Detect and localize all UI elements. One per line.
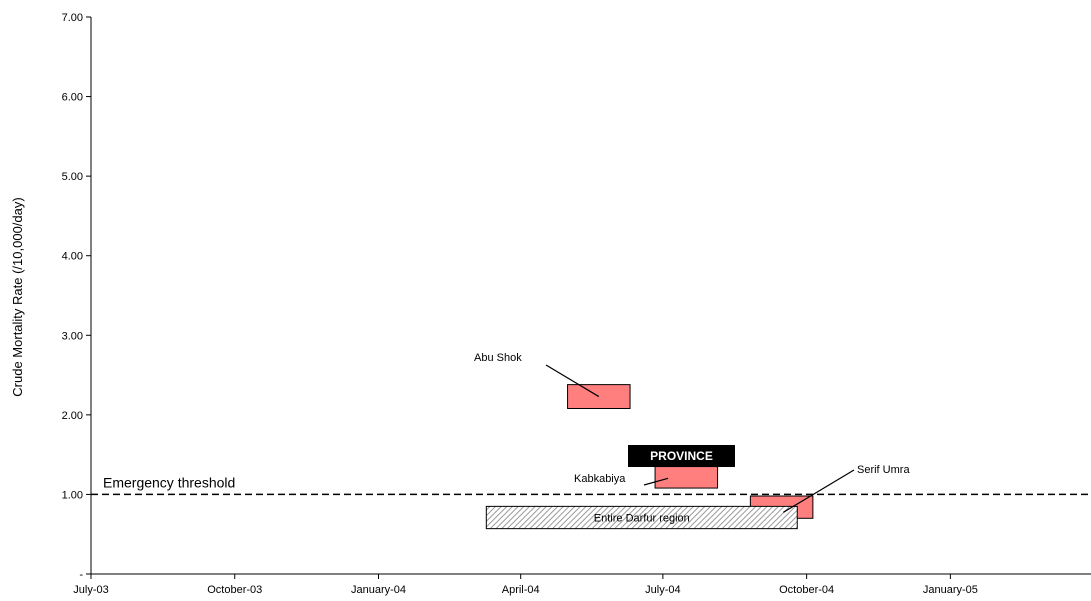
survey-box-entire-darfur-region bbox=[485, 505, 798, 530]
survey-boxes: Entire Darfur region bbox=[485, 384, 814, 530]
y-tick-label: 5.00 bbox=[62, 171, 83, 183]
emergency-threshold: Emergency threshold bbox=[91, 474, 1091, 496]
survey-box-kabkabiya bbox=[654, 466, 719, 489]
province-box bbox=[628, 445, 735, 467]
x-tick-label: July-03 bbox=[73, 584, 108, 596]
y-tick-label: 3.00 bbox=[62, 330, 83, 342]
label-kabkabiya: Kabkabiya bbox=[574, 473, 626, 485]
y-axis: - 1.00 2.00 3.00 4.00 5.00 6.00 7.00 bbox=[62, 12, 92, 581]
x-axis: July-03 October-03 January-04 April-04 July-… bbox=[73, 573, 1091, 596]
x-tick-label: July-04 bbox=[645, 584, 680, 596]
label-abu-shok: Abu Shok bbox=[474, 352, 522, 364]
y-tick-label: 7.00 bbox=[62, 12, 83, 24]
y-tick-label: 2.00 bbox=[62, 410, 83, 422]
leader-abu-shok bbox=[545, 364, 600, 398]
x-tick-label: October-03 bbox=[207, 584, 262, 596]
leader-serif-umra bbox=[783, 469, 855, 513]
y-tick-label: 1.00 bbox=[62, 489, 83, 501]
label-serif-umra: Serif Umra bbox=[857, 464, 910, 476]
y-tick-label: 4.00 bbox=[62, 251, 83, 263]
y-tick-label: 6.00 bbox=[62, 92, 83, 104]
x-tick-label: October-04 bbox=[779, 584, 834, 596]
label-entire-darfur-region: Entire Darfur region bbox=[594, 513, 690, 525]
province-label: PROVINCE bbox=[650, 449, 713, 463]
y-tick-label: - bbox=[79, 569, 83, 581]
annotations: Abu Shok Kabkabiya Serif Umra bbox=[474, 352, 910, 513]
province-legend: PROVINCE bbox=[628, 445, 735, 467]
x-tick-label: January-04 bbox=[351, 584, 406, 596]
x-tick-label: April-04 bbox=[502, 584, 540, 596]
threshold-label: Emergency threshold bbox=[103, 474, 235, 490]
y-axis-label: Crude Mortality Rate (/10,000/day) bbox=[10, 197, 25, 396]
leader-kabkabiya bbox=[643, 477, 669, 486]
x-tick-label: January-05 bbox=[923, 584, 978, 596]
